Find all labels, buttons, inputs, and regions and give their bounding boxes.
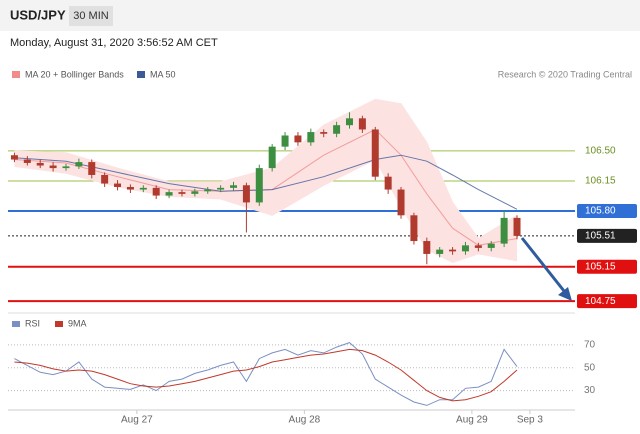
projection-arrowhead (558, 287, 572, 301)
candle-body (281, 135, 289, 147)
candle-body (230, 185, 238, 188)
candle-body (333, 125, 341, 134)
level-box (577, 228, 637, 243)
credit: Research © 2020 Trading Central (498, 69, 632, 79)
candle-body (23, 159, 31, 163)
level-label: 104.75 (585, 296, 616, 307)
candle-body (217, 187, 225, 190)
candle-body (75, 162, 83, 167)
candle-body (114, 183, 122, 187)
candle-body (307, 132, 315, 143)
candle-body (268, 146, 276, 169)
candle-body (152, 187, 160, 196)
candle-body (410, 215, 418, 242)
candle-body (36, 162, 44, 166)
level-label: 105.51 (585, 231, 616, 242)
x-tick-label: Aug 27 (121, 415, 153, 426)
candle-body (423, 241, 431, 254)
level-label: 105.15 (585, 261, 616, 272)
candle-body (139, 187, 147, 190)
legend-label: 9MA (68, 318, 87, 328)
candle-body (165, 192, 173, 196)
legend-swatch (55, 321, 63, 327)
interval-box[interactable] (69, 6, 113, 26)
candle-body (101, 174, 109, 184)
candle-body (204, 189, 212, 192)
band-edge (14, 98, 518, 240)
y-tick-label: 50 (584, 362, 596, 373)
candle-body (242, 185, 250, 203)
projection-arrow (520, 237, 570, 297)
candle-body (10, 155, 18, 160)
candle-body (371, 129, 379, 177)
ma-line (14, 128, 518, 246)
candle-body (384, 176, 392, 190)
bollinger-band (14, 99, 518, 263)
rsi-line (14, 348, 518, 402)
legend-swatch (12, 321, 20, 327)
candle-body (49, 165, 57, 169)
candle-body (500, 217, 508, 244)
candle-body (320, 132, 328, 134)
candle-body (345, 118, 353, 126)
level-box (577, 294, 637, 309)
candle-body (294, 135, 302, 143)
candle-body (436, 249, 444, 254)
timestamp: Monday, August 31, 2020 3:56:52 AM CET (10, 37, 218, 49)
level-label: 106.50 (585, 146, 616, 157)
legend-label: RSI (25, 318, 40, 328)
x-tick-label: Aug 29 (456, 415, 488, 426)
level-label: 105.80 (585, 206, 616, 217)
candle-body (461, 245, 469, 252)
candle-body (474, 245, 482, 248)
candle-body (126, 186, 134, 190)
y-tick-label: 70 (584, 339, 596, 350)
legend-swatch (137, 71, 145, 78)
x-tick-label: Sep 3 (517, 415, 544, 426)
candle-body (255, 168, 263, 203)
legend-label: MA 20 + Bollinger Bands (25, 69, 124, 79)
level-box (577, 204, 637, 219)
ma-line (14, 154, 518, 210)
symbol: USD/JPY (10, 7, 66, 22)
legend-label: MA 50 (150, 69, 176, 79)
candle-body (178, 192, 186, 194)
candle-body (88, 162, 96, 175)
candle-body (191, 191, 199, 194)
interval[interactable]: 30 MIN (73, 10, 109, 22)
candle-body (358, 118, 366, 130)
legend-swatch (12, 71, 20, 78)
candle-body (487, 243, 495, 248)
level-box (577, 259, 637, 274)
candle-body (62, 166, 70, 169)
x-tick-label: Aug 28 (289, 415, 321, 426)
level-label: 106.15 (585, 176, 616, 187)
y-tick-label: 30 (584, 385, 596, 396)
rsi-line (14, 342, 518, 406)
candle-body (449, 249, 457, 252)
candle-body (513, 217, 521, 236)
candle-body (397, 189, 405, 216)
